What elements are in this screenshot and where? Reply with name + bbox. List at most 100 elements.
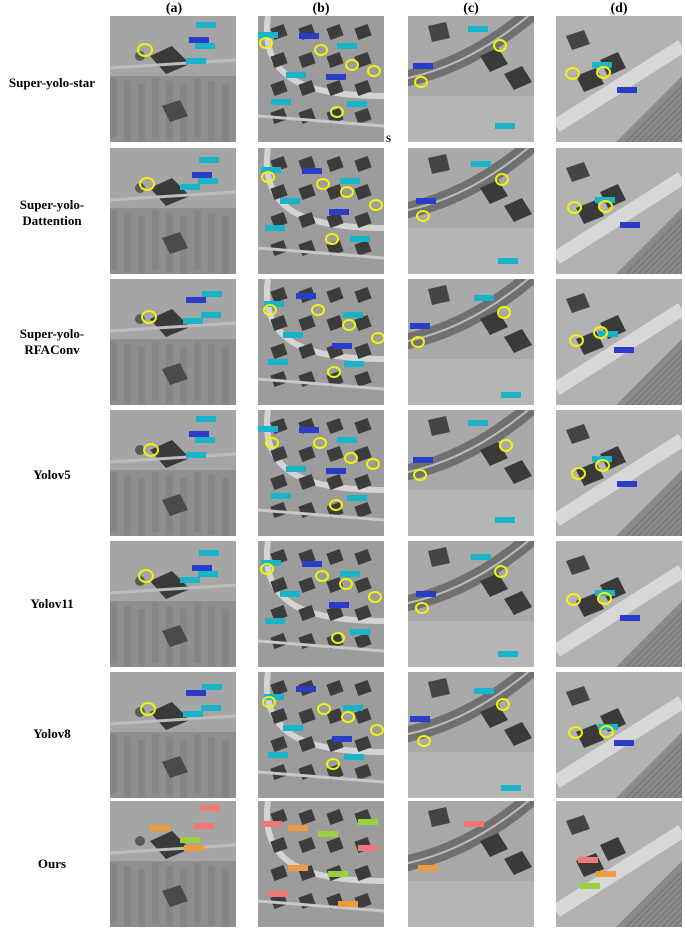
detection-box — [288, 865, 308, 871]
missed-target-circle — [493, 39, 507, 52]
detection-box — [326, 468, 346, 474]
detection-box — [344, 754, 364, 760]
missed-target-circle — [416, 210, 430, 222]
result-image-r5-b — [258, 541, 384, 667]
result-image-r1-b — [258, 16, 384, 142]
missed-target-circle — [367, 65, 381, 77]
detection-box — [498, 258, 518, 264]
detection-box — [268, 752, 288, 758]
missed-target-circle — [344, 452, 358, 464]
missed-target-circle — [595, 459, 610, 472]
detection-box — [343, 705, 363, 711]
detection-box — [347, 101, 367, 107]
missed-target-circle — [139, 177, 155, 191]
detection-box — [617, 481, 637, 487]
missed-target-circle — [370, 724, 384, 736]
missed-target-circle — [566, 593, 581, 606]
detection-box — [326, 74, 346, 80]
detection-box — [183, 318, 203, 324]
missed-target-circle — [342, 319, 356, 331]
missed-target-circle — [138, 569, 154, 583]
row-label-yolov8: Yolov8 — [0, 726, 104, 742]
missed-target-circle — [413, 469, 427, 481]
detection-box — [150, 825, 170, 831]
detection-box — [189, 37, 209, 43]
detection-box — [495, 517, 515, 523]
missed-target-circle — [497, 306, 511, 319]
detection-box — [340, 571, 360, 577]
missed-target-circle — [331, 632, 345, 644]
detection-box — [198, 178, 218, 184]
detection-box — [296, 686, 316, 692]
detection-box — [199, 157, 219, 163]
row-label-yolov5: Yolov5 — [0, 467, 104, 483]
detection-box — [196, 416, 216, 422]
missed-target-circle — [371, 332, 384, 344]
detection-box — [299, 427, 319, 433]
result-image-r5-c — [408, 541, 534, 667]
missed-target-circle — [411, 336, 425, 348]
missed-target-circle — [596, 66, 611, 79]
missed-target-circle — [316, 178, 330, 190]
detection-box — [338, 901, 358, 907]
row-label-line: Dattention — [22, 213, 82, 228]
detection-box — [194, 823, 214, 829]
missed-target-circle — [259, 37, 273, 49]
detection-box — [201, 312, 221, 318]
detection-box — [501, 785, 521, 791]
detection-box — [332, 343, 352, 349]
detection-box — [337, 437, 357, 443]
row-label-ours: Ours — [0, 856, 104, 872]
detection-box — [180, 184, 200, 190]
detection-box — [258, 426, 278, 432]
result-image-r5-d — [556, 541, 682, 667]
result-image-r2-a — [110, 148, 236, 274]
detection-box — [268, 359, 288, 365]
detection-box — [413, 63, 433, 69]
detection-box — [286, 466, 306, 472]
missed-target-circle — [368, 591, 382, 603]
detection-box — [186, 452, 206, 458]
detection-box — [410, 323, 430, 329]
detection-box — [620, 222, 640, 228]
detection-box — [198, 571, 218, 577]
missed-target-circle — [327, 366, 341, 378]
detection-box — [464, 821, 484, 827]
missed-target-circle — [340, 186, 354, 198]
result-image-r1-a — [110, 16, 236, 142]
missed-target-circle — [495, 173, 509, 186]
column-header-c: (c) — [463, 1, 479, 16]
detection-box — [202, 291, 222, 297]
missed-target-circle — [137, 43, 153, 57]
detection-box — [186, 297, 206, 303]
missed-target-circle — [263, 304, 277, 316]
result-image-r3-c — [408, 279, 534, 405]
detection-box — [192, 172, 212, 178]
detection-box — [474, 688, 494, 694]
result-image-r6-d — [556, 672, 682, 798]
row-label-line: RFAConv — [24, 342, 80, 357]
detection-box — [195, 437, 215, 443]
missed-target-circle — [567, 201, 582, 214]
detection-box — [271, 99, 291, 105]
detection-box — [196, 22, 216, 28]
missed-target-circle — [593, 326, 608, 339]
missed-target-circle — [366, 458, 380, 470]
missed-target-circle — [262, 696, 276, 708]
missed-target-circle — [141, 310, 157, 324]
missed-target-circle — [568, 726, 583, 739]
missed-target-circle — [330, 106, 344, 118]
detection-box — [596, 871, 616, 877]
detection-box — [350, 629, 370, 635]
detection-box — [329, 209, 349, 215]
detection-box — [199, 550, 219, 556]
row-label-super-yolo-star: Super-yolo-star — [0, 75, 104, 91]
result-image-r4-b — [258, 410, 384, 536]
missed-target-circle — [494, 565, 508, 578]
detection-box — [580, 883, 600, 889]
missed-target-circle — [317, 703, 331, 715]
missed-target-circle — [140, 702, 156, 716]
detection-box — [283, 725, 303, 731]
detection-box — [416, 591, 436, 597]
column-header-b: (b) — [312, 1, 330, 16]
